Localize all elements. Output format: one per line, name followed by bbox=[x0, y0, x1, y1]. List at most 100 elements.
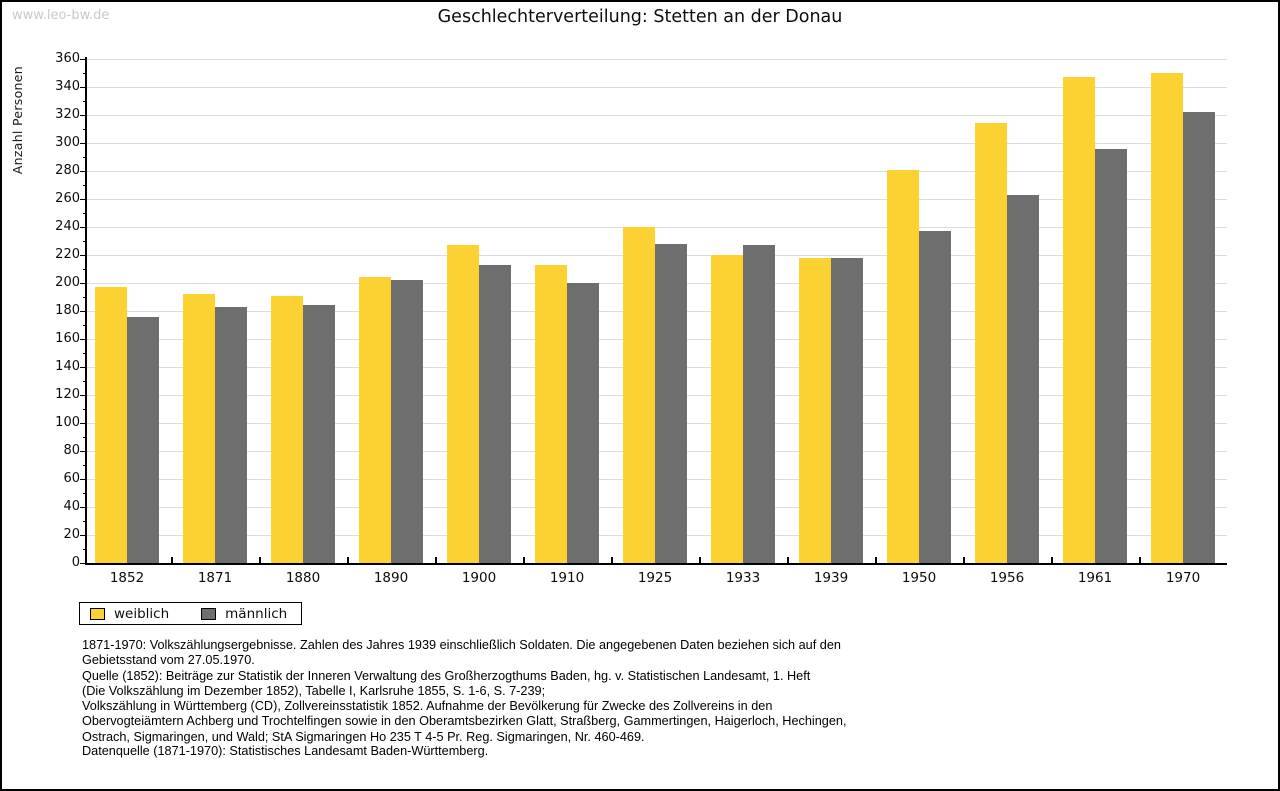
x-tick-label-1900: 1900 bbox=[461, 570, 497, 586]
x-tick-boundary-4 bbox=[435, 557, 437, 563]
y-axis-line bbox=[85, 57, 87, 565]
gridline-240 bbox=[87, 227, 1227, 228]
x-tick-boundary-7 bbox=[699, 557, 701, 563]
bar-weiblich-1925 bbox=[623, 227, 655, 563]
y-tick-160 bbox=[80, 338, 87, 340]
bar-männlich-1910 bbox=[567, 283, 599, 563]
bar-weiblich-1910 bbox=[535, 264, 567, 563]
footnotes: 1871-1970: Volkszählungsergebnisse. Zahl… bbox=[82, 638, 846, 745]
bar-weiblich-1939 bbox=[799, 257, 831, 563]
y-tick-label-300: 300 bbox=[55, 135, 80, 150]
x-tick-label-1956: 1956 bbox=[989, 570, 1025, 586]
x-tick-label-1970: 1970 bbox=[1165, 570, 1201, 586]
footnote-line-2: Gebietsstand vom 27.05.1970. bbox=[82, 653, 255, 668]
x-tick-label-1961: 1961 bbox=[1077, 570, 1113, 586]
y-tick-360 bbox=[80, 58, 87, 60]
x-tick-label-1933: 1933 bbox=[725, 570, 761, 586]
gridline-360 bbox=[87, 59, 1227, 60]
bar-weiblich-1933 bbox=[711, 255, 743, 563]
footnote-line-1: 1871-1970: Volkszählungsergebnisse. Zahl… bbox=[82, 638, 841, 652]
y-tick-label-120: 120 bbox=[55, 387, 80, 402]
legend-label-männlich: männlich bbox=[225, 605, 288, 622]
y-tick-label-160: 160 bbox=[55, 331, 80, 346]
x-tick-label-1925: 1925 bbox=[637, 570, 673, 586]
bar-weiblich-1900 bbox=[447, 245, 479, 563]
x-tick-boundary-1 bbox=[171, 557, 173, 563]
bar-männlich-1970 bbox=[1183, 112, 1215, 563]
x-tick-boundary-11 bbox=[1051, 557, 1053, 563]
y-tick-340 bbox=[80, 86, 87, 88]
legend-swatch-männlich bbox=[201, 607, 217, 620]
y-tick-280 bbox=[80, 170, 87, 172]
gridline-260 bbox=[87, 199, 1227, 200]
x-tick-boundary-2 bbox=[259, 557, 261, 563]
watermark: www.leo-bw.de bbox=[12, 8, 110, 23]
bar-männlich-1956 bbox=[1007, 194, 1039, 563]
footnote-line-7: Ostrach, Sigmaringen, und Wald; StA Sigm… bbox=[82, 729, 645, 744]
gridline-320 bbox=[87, 115, 1227, 116]
y-tick-300 bbox=[80, 142, 87, 144]
y-tick-60 bbox=[80, 478, 87, 480]
x-tick-boundary-8 bbox=[787, 557, 789, 563]
y-tick-label-180: 180 bbox=[55, 303, 80, 318]
y-tick-label-80: 80 bbox=[63, 443, 80, 458]
bar-weiblich-1970 bbox=[1151, 73, 1183, 563]
x-tick-label-1852: 1852 bbox=[109, 570, 145, 586]
legend: weiblich männlich bbox=[79, 602, 303, 625]
x-tick-boundary-3 bbox=[347, 557, 349, 563]
y-tick-180 bbox=[80, 310, 87, 312]
bar-männlich-1925 bbox=[655, 243, 687, 563]
y-tick-label-280: 280 bbox=[55, 163, 80, 178]
y-tick-label-200: 200 bbox=[55, 275, 80, 290]
x-tick-boundary-10 bbox=[963, 557, 965, 563]
y-tick-label-260: 260 bbox=[55, 191, 80, 206]
legend-item-weiblich: weiblich bbox=[90, 606, 169, 622]
legend-swatch-weiblich bbox=[90, 607, 105, 620]
bar-männlich-1880 bbox=[303, 305, 335, 563]
y-tick-label-60: 60 bbox=[63, 471, 80, 486]
bar-weiblich-1961 bbox=[1063, 77, 1095, 563]
gridline-300 bbox=[87, 143, 1227, 144]
bar-männlich-1852 bbox=[127, 316, 159, 563]
y-tick-260 bbox=[80, 198, 87, 200]
y-tick-label-0: 0 bbox=[71, 555, 80, 570]
bar-weiblich-1890 bbox=[359, 277, 391, 563]
bar-männlich-1950 bbox=[919, 231, 951, 563]
bar-weiblich-1880 bbox=[271, 295, 303, 563]
y-tick-100 bbox=[80, 422, 87, 424]
y-tick-label-100: 100 bbox=[55, 415, 80, 430]
bar-männlich-1933 bbox=[743, 245, 775, 563]
y-tick-label-240: 240 bbox=[55, 219, 80, 234]
y-tick-140 bbox=[80, 366, 87, 368]
page-title: Geschlechterverteilung: Stetten an der D… bbox=[437, 7, 843, 27]
y-tick-label-40: 40 bbox=[63, 499, 80, 514]
bar-männlich-1890 bbox=[391, 280, 423, 563]
footnote-line-4: (Die Volkszählung im Dezember 1852), Tab… bbox=[82, 683, 546, 698]
y-tick-200 bbox=[80, 282, 87, 284]
y-tick-label-320: 320 bbox=[55, 107, 80, 122]
bar-weiblich-1950 bbox=[887, 169, 919, 563]
x-tick-label-1890: 1890 bbox=[373, 570, 409, 586]
x-tick-label-1871: 1871 bbox=[197, 570, 233, 586]
x-tick-label-1880: 1880 bbox=[285, 570, 321, 586]
chart: Anzahl Personen 0 20 40 60 80 100 120 140 160 180… bbox=[2, 2, 1278, 602]
footnote-line-3: Quelle (1852): Beiträge zur Statistik de… bbox=[82, 668, 811, 683]
x-tick-boundary-6 bbox=[611, 557, 613, 563]
bar-weiblich-1852 bbox=[95, 287, 127, 563]
y-tick-label-20: 20 bbox=[63, 527, 80, 542]
y-tick-0 bbox=[80, 562, 87, 564]
y-tick-label-340: 340 bbox=[55, 79, 80, 94]
gridline-280 bbox=[87, 171, 1227, 172]
footnote-line-6: Obervogteiämtern Achberg und Trochtelfin… bbox=[82, 714, 847, 729]
y-tick-320 bbox=[80, 114, 87, 116]
y-tick-220 bbox=[80, 254, 87, 256]
x-tick-label-1950: 1950 bbox=[901, 570, 937, 586]
bar-männlich-1961 bbox=[1095, 148, 1127, 563]
y-axis-title: Anzahl Personen bbox=[10, 66, 25, 175]
y-tick-240 bbox=[80, 226, 87, 228]
bar-weiblich-1956 bbox=[975, 123, 1007, 563]
x-tick-label-1939: 1939 bbox=[813, 570, 849, 586]
x-tick-boundary-9 bbox=[875, 557, 877, 563]
bar-männlich-1871 bbox=[215, 306, 247, 563]
